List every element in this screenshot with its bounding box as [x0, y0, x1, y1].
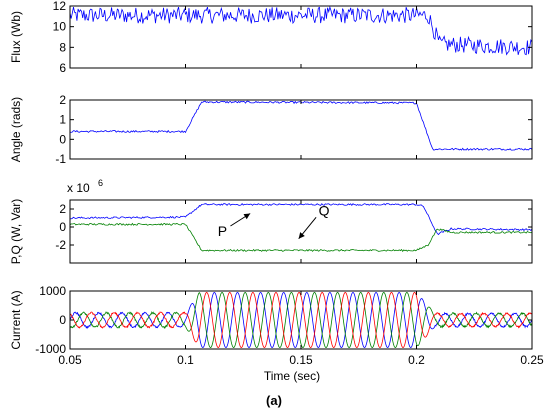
- y-tick-label: 2: [59, 93, 66, 107]
- y-axis-label: P,Q (W, Var): [9, 199, 23, 265]
- figure-caption: (a): [266, 393, 282, 408]
- y-tick-label: 1000: [39, 284, 66, 298]
- annotation-q: Q: [319, 202, 330, 218]
- y-tick-label: 2: [59, 202, 66, 216]
- y-tick-label: 6: [59, 61, 66, 75]
- series-line-green: [70, 222, 532, 252]
- axes-box: [69, 199, 533, 264]
- y-tick-label: 1: [59, 113, 66, 127]
- x-tick-label: 0.15: [289, 353, 313, 367]
- x-tick-label: 0.25: [520, 353, 544, 367]
- x-tick-label: 0.1: [177, 353, 194, 367]
- y-tick-label: -1000: [35, 342, 66, 356]
- y-tick-label: 0: [59, 132, 66, 146]
- annotation-p: P: [218, 223, 227, 239]
- series-line-blue: [70, 292, 532, 348]
- series-line-blue: [70, 6, 532, 56]
- axes-box: [69, 99, 533, 160]
- series-line-blue: [70, 100, 532, 151]
- series-group: [70, 6, 532, 56]
- subplot-2: -1 0 1 2 Angle (rads): [9, 93, 533, 166]
- annotation-arrow-head: [298, 232, 305, 239]
- y-tick-label: -2: [55, 238, 66, 252]
- y-tick-label: 8: [59, 40, 66, 54]
- x-tick-label: 0.2: [408, 353, 425, 367]
- scale-exponent: 6: [98, 178, 103, 188]
- series-group: [70, 291, 532, 348]
- y-tick-label: 12: [53, 0, 67, 13]
- y-tick-label: 0: [59, 313, 66, 327]
- series-group: [70, 100, 532, 151]
- y-tick-label: 0: [59, 220, 66, 234]
- x-axis-label: Time (sec): [264, 369, 320, 383]
- y-tick-label: 10: [53, 20, 67, 34]
- annotation-arrow-head: [243, 213, 251, 220]
- y-axis-label: Flux (Wb): [9, 11, 23, 63]
- y-axis-label: Current (A): [9, 290, 23, 349]
- series-line-green: [70, 291, 532, 348]
- y-axis-label: Angle (rads): [9, 97, 23, 162]
- subplot-4: -1000 0 1000 Current (A) 0.05 0.1 0.15 0.2 0.25: [9, 284, 544, 367]
- scale-label: x 10: [67, 181, 90, 195]
- series-line-blue: [70, 203, 532, 236]
- x-tick-label: 0.05: [58, 353, 82, 367]
- series-line-red: [70, 292, 532, 348]
- subplot-1: 6 8 10 12 Flux (Wb): [9, 0, 533, 75]
- subplot-3: -2 0 2 P,Q (W, Var) x 10 6 P Q: [9, 178, 533, 265]
- series-group: [70, 203, 532, 252]
- y-tick-label: -1: [55, 152, 66, 166]
